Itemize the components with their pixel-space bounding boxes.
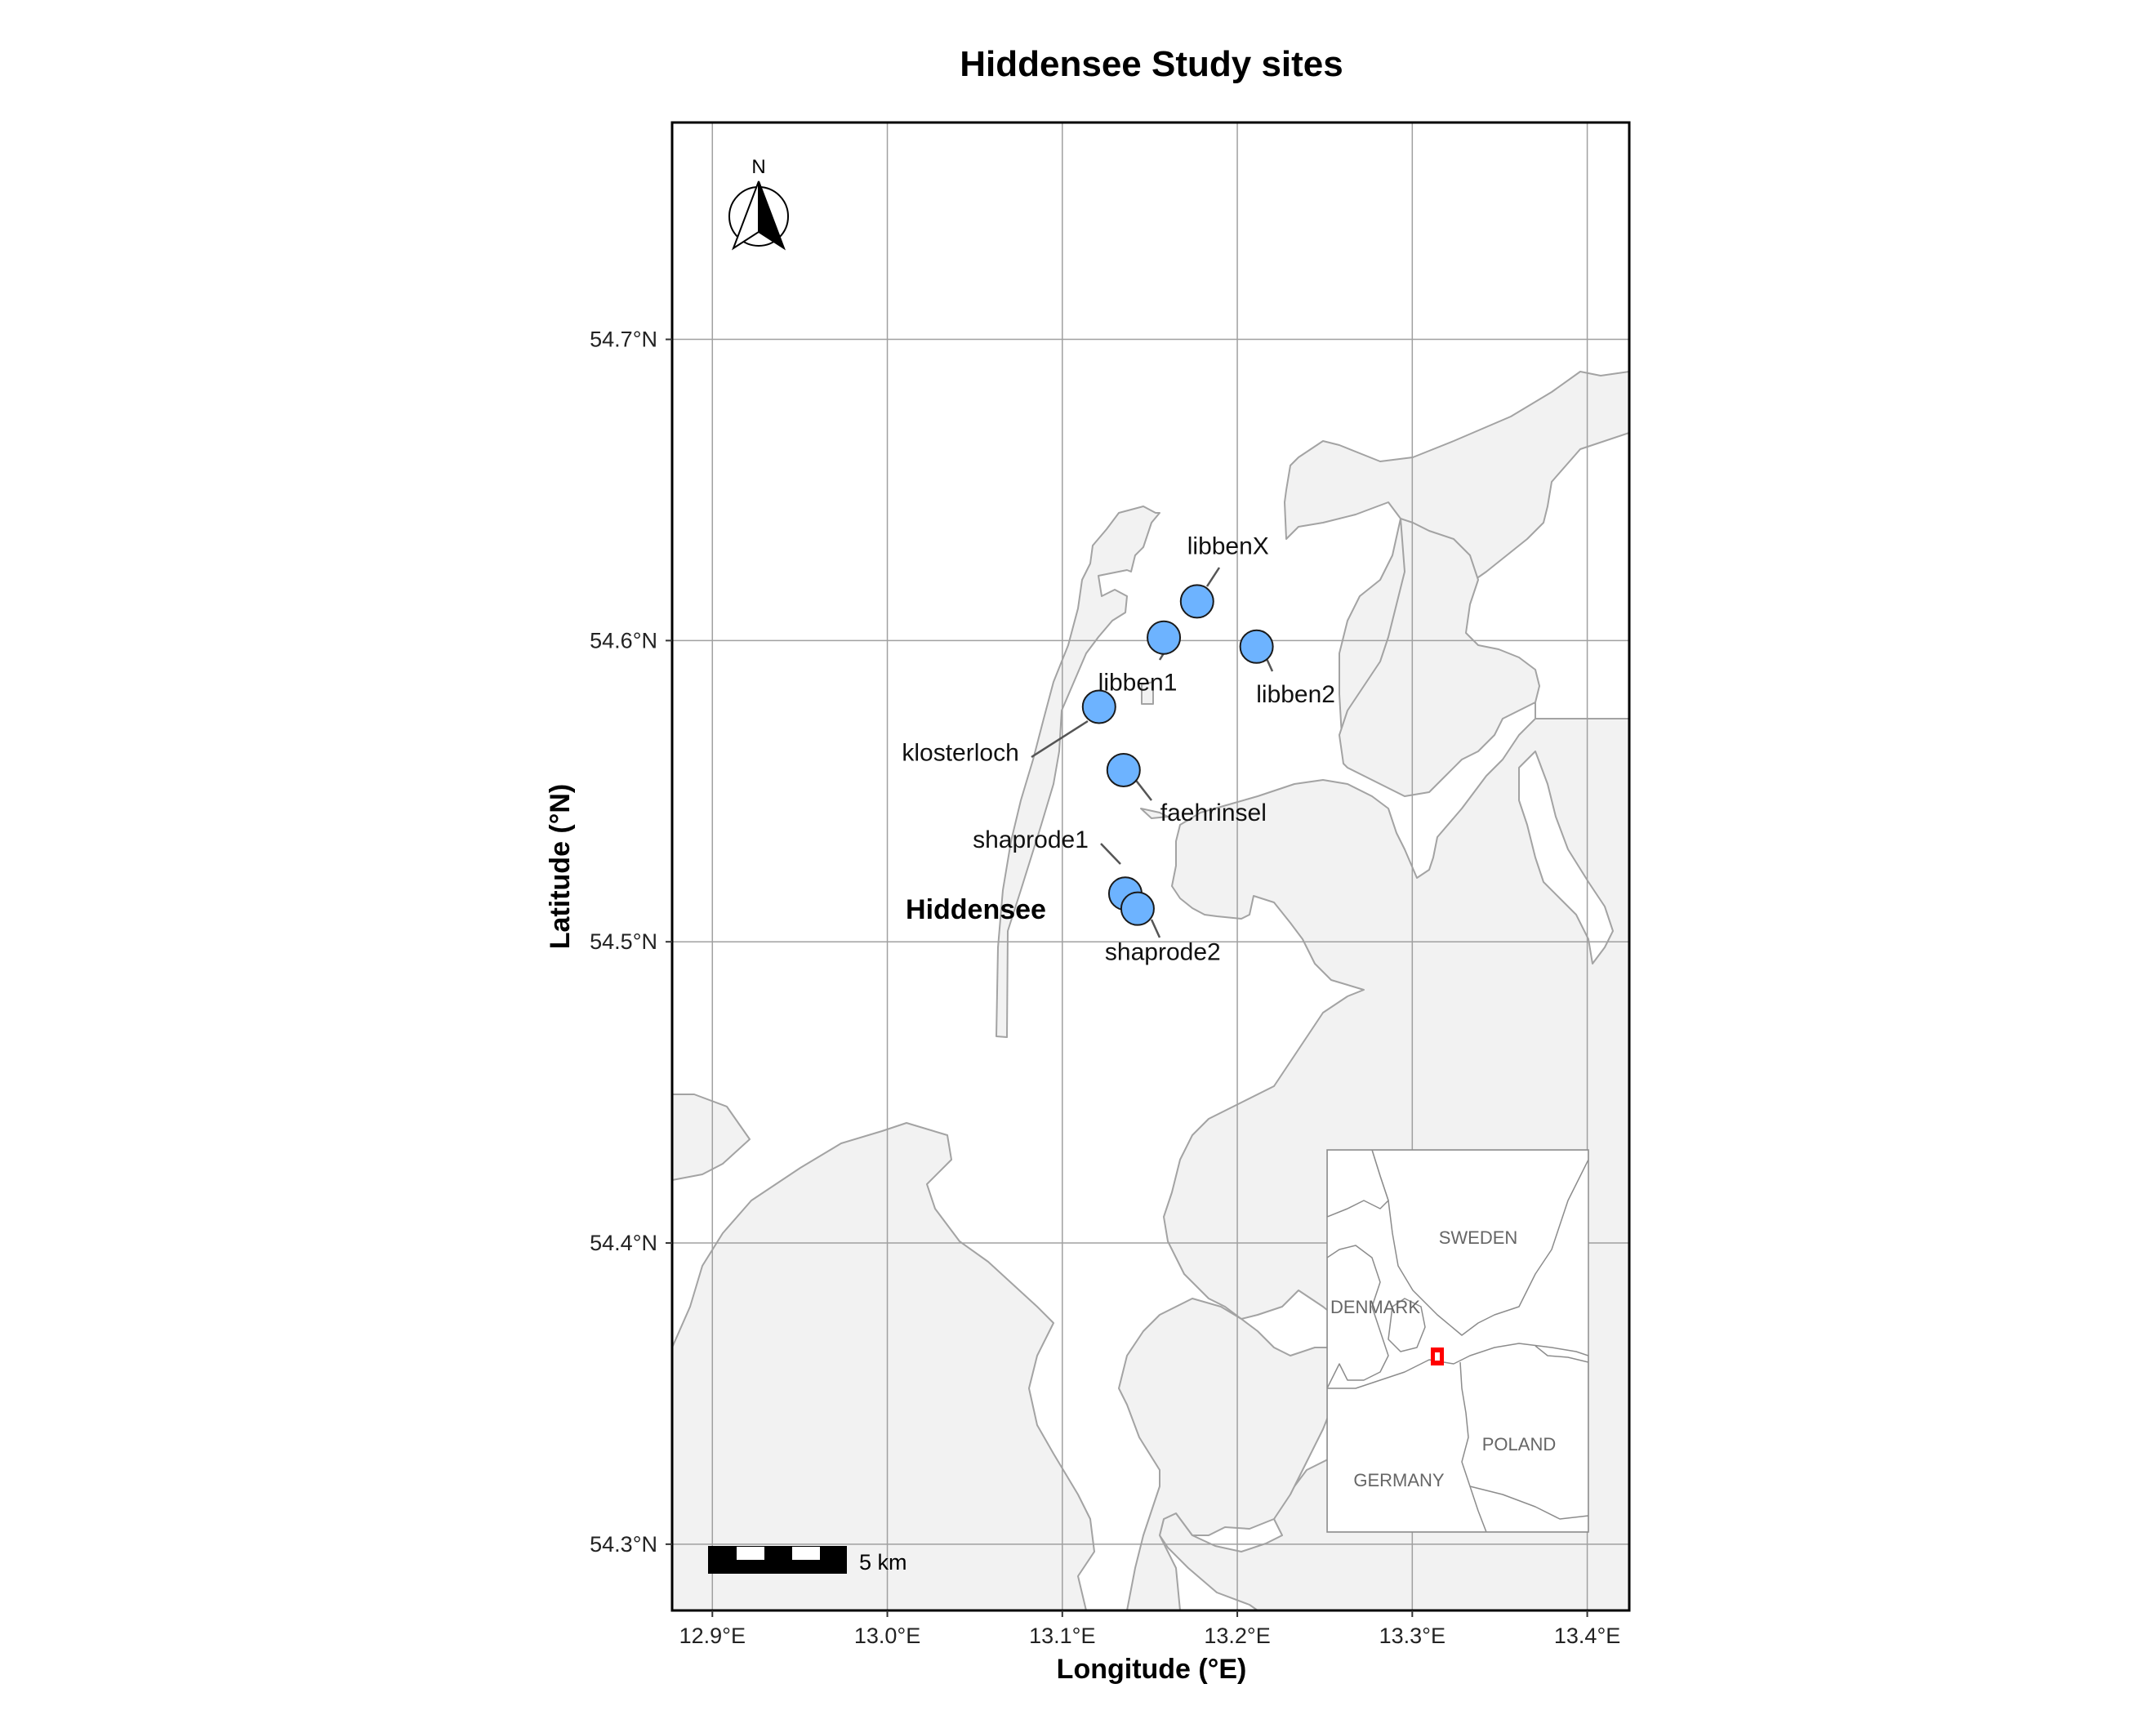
mainland-south (1118, 1298, 1340, 1610)
inset-border-pl-ru (1535, 1345, 1588, 1363)
site-label-libben1: libben1 (1098, 670, 1178, 697)
x-tick-label: 12.9°E (679, 1624, 746, 1648)
map-content: libbenX libben1 libben2 klosterloch faehrins… (672, 122, 1629, 1610)
map-panel-border (670, 121, 1631, 1612)
inset-border-de-cz (1469, 1486, 1588, 1520)
inset-denmark (1327, 1245, 1389, 1389)
ruegen-lagoon (1518, 751, 1614, 964)
x-axis-title: Longitude (°E) (1057, 1654, 1247, 1685)
north-arrow-label: N (751, 156, 765, 178)
site-label-shaprode2: shaprode2 (1105, 939, 1221, 966)
site-marker-klosterloch[interactable] (1081, 689, 1116, 724)
inset-label-denmark: DENMARK (1330, 1297, 1420, 1317)
inset-label-poland: POLAND (1482, 1434, 1556, 1454)
site-marker-libben2[interactable] (1239, 629, 1274, 664)
inset-label-germany: GERMANY (1353, 1470, 1445, 1490)
y-tick-label: 54.6°N (590, 628, 657, 653)
site-marker-libben1[interactable] (1147, 620, 1182, 655)
site-marker-shaprode2[interactable] (1120, 891, 1155, 926)
inset-map: SWEDEN DENMARK POLAND GERMANY (1326, 1149, 1589, 1533)
scale-bar: 5 km (708, 1546, 907, 1575)
x-axis-ticks: 12.9°E 13.0°E 13.1°E 13.2°E 13.3°E 13.4°E (679, 1610, 1620, 1648)
x-tick-label: 13.1°E (1029, 1624, 1095, 1648)
x-tick-label: 13.2°E (1204, 1624, 1270, 1648)
y-tick-label: 54.7°N (590, 327, 657, 352)
site-label-faehrinsel: faehrinsel (1160, 800, 1267, 826)
north-arrow-right-icon (758, 180, 786, 251)
site-markers (1081, 584, 1274, 926)
place-label-hiddensee: Hiddensee (906, 894, 1046, 925)
inset-label-sweden: SWEDEN (1439, 1227, 1518, 1248)
site-label-libbenX: libbenX (1187, 532, 1269, 559)
site-label-libben2: libben2 (1256, 681, 1335, 708)
y-tick-label: 54.4°N (590, 1231, 657, 1255)
inset-germany-poland (1327, 1343, 1588, 1532)
y-axis-title: Latitude (°N) (545, 784, 576, 949)
inset-norway-border (1327, 1150, 1389, 1218)
inset-zealand (1388, 1298, 1426, 1352)
inset-frame (1326, 1149, 1589, 1533)
map-title: Hiddensee Study sites (960, 44, 1343, 84)
north-arrow: N (728, 156, 789, 251)
x-tick-label: 13.0°E (854, 1624, 920, 1648)
inset-sweden (1371, 1150, 1588, 1336)
site-marker-faehrinsel[interactable] (1106, 752, 1141, 787)
site-marker-libbenX[interactable] (1179, 584, 1214, 619)
y-tick-label: 54.5°N (590, 929, 657, 954)
y-tick-label: 54.3°N (590, 1532, 657, 1557)
hiddensee-tip (1141, 681, 1154, 705)
zingst-tip (672, 1094, 751, 1181)
site-labels: libbenX libben1 libben2 klosterloch faehrins… (902, 532, 1335, 965)
site-label-klosterloch: klosterloch (902, 740, 1018, 767)
inset-border-de-pl (1459, 1361, 1487, 1532)
y-axis-ticks: 54.3°N 54.4°N 54.5°N 54.6°N 54.7°N (590, 327, 672, 1557)
site-label-shaprode1: shaprode1 (973, 826, 1089, 853)
x-tick-label: 13.3°E (1379, 1624, 1446, 1648)
scale-bar-label: 5 km (859, 1550, 907, 1575)
x-tick-label: 13.4°E (1554, 1624, 1620, 1648)
inset-study-area-core (1435, 1352, 1440, 1361)
faehrinsel-island (1140, 808, 1169, 819)
mainland-southwest (672, 1122, 1095, 1610)
